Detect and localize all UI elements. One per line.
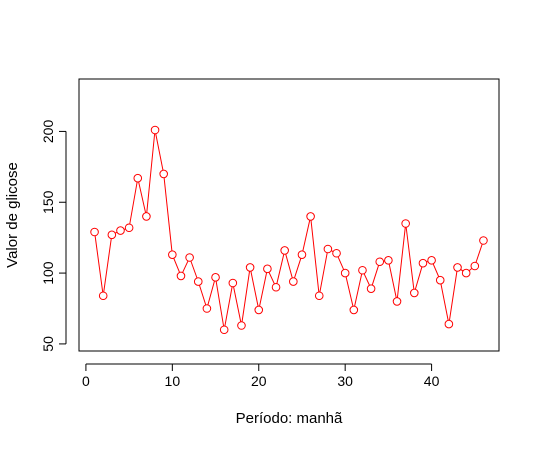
data-point [402,220,410,228]
data-point [350,306,358,314]
data-point [376,258,384,266]
x-tick-label: 30 [337,373,353,389]
plot-frame [79,79,499,351]
data-point [212,274,220,282]
data-point [246,264,254,272]
data-point [428,257,436,265]
data-point [229,279,237,287]
y-tick-label: 150 [40,190,56,214]
data-point [471,262,479,270]
series-line [95,130,484,330]
data-point [177,272,185,280]
data-point [462,269,470,277]
y-axis: 50 100 150 200 [40,120,66,352]
x-tick-label: 40 [424,373,440,389]
data-point [454,264,462,272]
data-point [143,213,151,221]
data-point [134,174,142,182]
data-point [480,237,488,245]
data-point [315,292,323,300]
data-point [255,306,263,314]
y-tick-label: 100 [40,261,56,285]
data-point [333,249,341,257]
data-point [290,278,298,286]
x-tick-label: 20 [251,373,267,389]
data-point [160,170,168,178]
data-point [393,298,401,306]
y-tick-label: 50 [40,336,56,352]
data-point [194,278,202,286]
data-point [186,254,194,262]
data-point [99,292,107,300]
data-point [324,245,332,253]
x-tick-label: 10 [165,373,181,389]
data-point [220,326,228,334]
data-point [238,322,246,330]
data-point [125,224,133,232]
data-point [341,269,349,277]
data-point [419,259,427,267]
x-axis-label: Período: manhã [236,410,343,427]
y-axis-label: Valor de glicose [4,162,21,268]
data-point [203,305,211,313]
data-point [91,228,99,236]
data-point [272,283,280,291]
data-point [298,251,306,259]
data-point [307,213,315,221]
data-point [169,251,177,259]
data-points [91,126,487,333]
data-point [445,320,453,328]
data-point [367,285,375,293]
x-axis: 0 10 20 30 40 [82,364,440,389]
data-point [108,231,116,239]
data-point [117,227,125,235]
y-tick-label: 200 [40,120,56,144]
data-point [359,266,367,274]
data-point [411,289,419,297]
data-point [385,257,393,265]
data-point [264,265,272,273]
data-point [151,126,159,134]
data-point [436,276,444,284]
data-point [281,247,289,255]
x-tick-label: 0 [82,373,90,389]
